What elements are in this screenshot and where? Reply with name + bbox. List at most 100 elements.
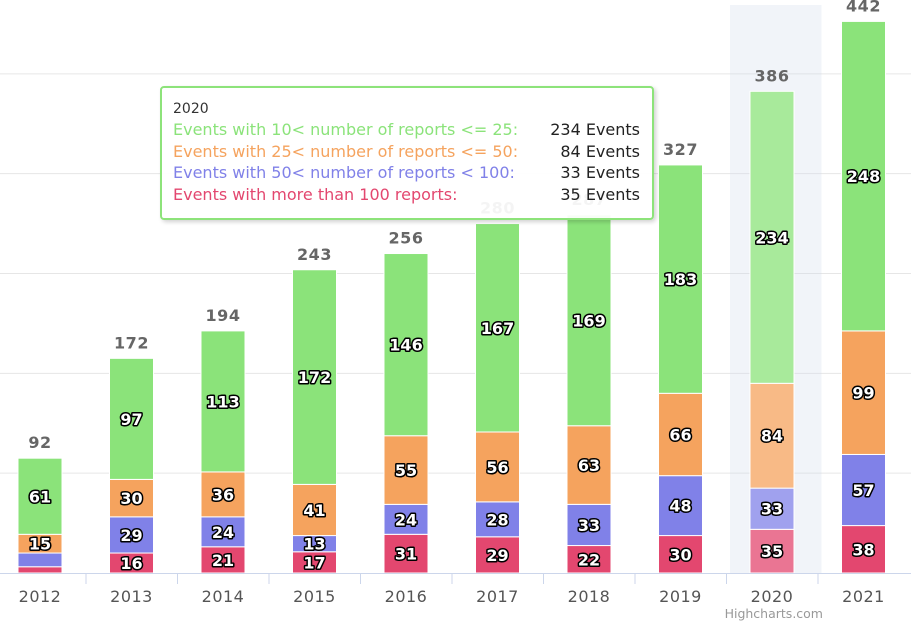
tooltip-value: 33 Events bbox=[560, 163, 640, 182]
data-label: 36 bbox=[212, 485, 234, 504]
data-label: 55 bbox=[395, 461, 417, 480]
data-label: 15 bbox=[29, 535, 51, 554]
tooltip-value: 35 Events bbox=[560, 184, 640, 204]
x-tick-label: 2017 bbox=[476, 587, 519, 606]
stack-total-label: 172 bbox=[114, 333, 149, 352]
bar-segment bbox=[200, 516, 246, 548]
data-label: 169 bbox=[572, 311, 605, 330]
bar-segment bbox=[200, 330, 246, 473]
bar-segment bbox=[383, 503, 429, 535]
data-label: 33 bbox=[761, 500, 783, 519]
credits-link[interactable]: Highcharts.com bbox=[724, 606, 823, 621]
data-label: 16 bbox=[120, 554, 142, 573]
bar-segment bbox=[841, 453, 886, 527]
tooltip-title: 2020 bbox=[173, 101, 209, 117]
x-tick-label: 2016 bbox=[385, 587, 428, 606]
data-label: 66 bbox=[669, 425, 691, 444]
bar-segment bbox=[841, 20, 886, 332]
stack-total-label: 256 bbox=[389, 229, 424, 248]
bar-segment bbox=[566, 214, 612, 427]
data-label: 30 bbox=[120, 489, 142, 508]
data-label: 113 bbox=[206, 392, 239, 411]
bar-segment bbox=[200, 471, 246, 518]
data-label: 183 bbox=[664, 270, 697, 289]
bar-segment bbox=[841, 525, 886, 574]
bar-segment bbox=[749, 487, 795, 530]
x-tick-label: 2014 bbox=[202, 587, 245, 606]
bar-segment bbox=[17, 552, 63, 568]
tooltip-value: 84 Events bbox=[560, 141, 640, 161]
x-axis: 2012 2013 2014 2015 2016 2017 2018 2019 2020 2021 bbox=[0, 573, 911, 606]
bar-segment bbox=[749, 528, 795, 574]
bar-segment bbox=[109, 478, 154, 518]
data-label: 167 bbox=[481, 319, 514, 338]
stack-total-label: 442 bbox=[846, 0, 881, 15]
data-label: 56 bbox=[486, 458, 508, 477]
bar-segment bbox=[383, 253, 429, 437]
tooltip: 2020 Events with 10< number of reports <… bbox=[160, 86, 654, 220]
data-label: 33 bbox=[578, 516, 600, 535]
data-label: 24 bbox=[212, 523, 234, 542]
data-label: 29 bbox=[486, 546, 508, 565]
x-tick-label: 2012 bbox=[19, 587, 62, 606]
stack-total-label: 194 bbox=[206, 306, 241, 325]
tooltip-row: Events with more than 100 reports: 35 Ev… bbox=[173, 184, 640, 206]
tooltip-label: Events with 50< number of reports < 100: bbox=[173, 163, 515, 182]
data-label: 48 bbox=[669, 497, 691, 516]
tooltip-value: 234 Events bbox=[550, 120, 640, 139]
bar-segment bbox=[17, 457, 63, 535]
bar-segment bbox=[749, 90, 795, 384]
data-label: 234 bbox=[755, 228, 788, 247]
data-label: 22 bbox=[578, 550, 600, 569]
bar-segment bbox=[658, 164, 703, 394]
bar-segment bbox=[658, 535, 703, 574]
data-label: 35 bbox=[761, 542, 783, 561]
bar-segment bbox=[292, 483, 337, 537]
data-label: 31 bbox=[395, 545, 417, 564]
data-label: 30 bbox=[669, 545, 691, 564]
stack-total-label: 386 bbox=[755, 66, 790, 85]
data-label: 61 bbox=[29, 487, 51, 506]
bar-segment bbox=[658, 392, 703, 477]
bar-segment bbox=[109, 516, 154, 554]
x-tick-label: 2021 bbox=[842, 587, 885, 606]
tooltip-row: Events with 50< number of reports < 100:… bbox=[173, 162, 640, 184]
x-tick-label: 2020 bbox=[751, 587, 794, 606]
tooltip-label: Events with 10< number of reports <= 25: bbox=[173, 120, 519, 139]
bar-segment bbox=[475, 431, 520, 503]
data-label: 41 bbox=[303, 501, 325, 520]
data-label: 29 bbox=[120, 526, 142, 545]
tooltip-label: Events with more than 100 reports: bbox=[173, 184, 458, 204]
data-label: 13 bbox=[303, 535, 325, 554]
data-label: 24 bbox=[395, 510, 417, 529]
x-tick-label: 2019 bbox=[659, 587, 702, 606]
bar-segment bbox=[292, 269, 337, 485]
data-label: 146 bbox=[389, 336, 422, 355]
x-tick-label: 2013 bbox=[110, 587, 153, 606]
stack-total-label: 243 bbox=[297, 245, 332, 264]
x-tick-label: 2018 bbox=[568, 587, 611, 606]
tooltip-label: Events with 25< number of reports <= 50: bbox=[173, 141, 519, 161]
data-label: 38 bbox=[852, 540, 874, 559]
stack-total-label: 92 bbox=[28, 433, 51, 452]
bar-segment bbox=[383, 533, 429, 574]
bar-segment bbox=[475, 223, 520, 433]
data-label: 63 bbox=[578, 456, 600, 475]
data-label: 99 bbox=[852, 384, 874, 403]
tooltip-row: Events with 25< number of reports <= 50:… bbox=[173, 141, 640, 163]
data-label: 97 bbox=[120, 410, 142, 429]
data-label: 21 bbox=[212, 551, 234, 570]
data-label: 84 bbox=[761, 427, 783, 446]
bar-segment bbox=[109, 357, 154, 480]
data-label: 57 bbox=[852, 481, 874, 500]
data-label: 28 bbox=[486, 510, 508, 529]
bar-segment bbox=[658, 475, 703, 537]
data-label: 248 bbox=[847, 167, 880, 186]
data-label: 172 bbox=[298, 368, 331, 387]
data-label: 17 bbox=[303, 553, 325, 572]
bar-segment bbox=[17, 566, 63, 574]
tooltip-row: Events with 10< number of reports <= 25:… bbox=[173, 119, 640, 141]
bar-segment bbox=[841, 330, 886, 455]
